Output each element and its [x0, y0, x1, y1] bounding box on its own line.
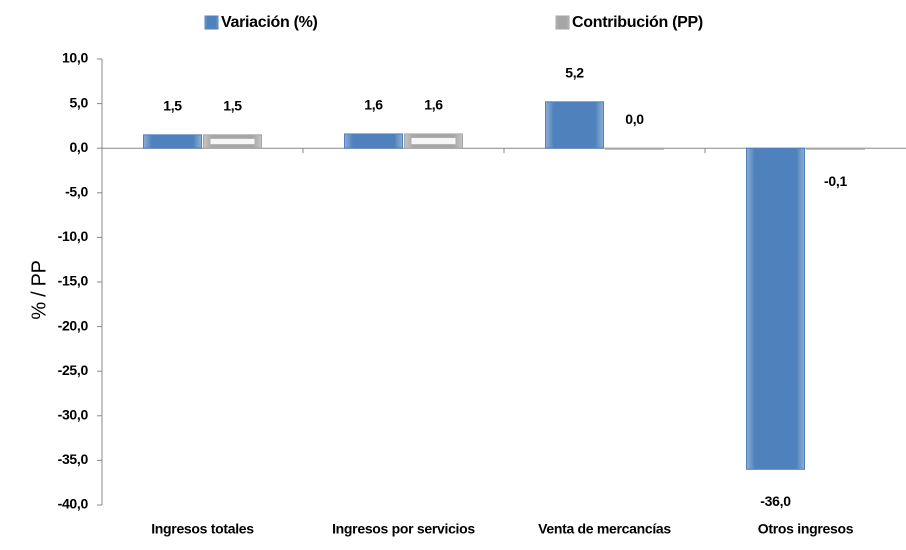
- x-tick-label: Ingresos por servicios: [332, 521, 475, 537]
- y-tick-label: -10,0: [58, 228, 89, 244]
- value-label: -0,1: [824, 173, 847, 189]
- legend-label: Contribución (PP): [572, 14, 703, 31]
- y-tick-label: 0,0: [69, 139, 88, 155]
- bar-bevel: [411, 137, 456, 145]
- bar: [605, 147, 664, 150]
- value-label: -36,0: [760, 493, 791, 509]
- legend-label: Variación (%): [221, 14, 318, 31]
- legend-swatch: [555, 15, 570, 30]
- y-tick-label: -25,0: [58, 362, 89, 378]
- x-tick-label: Otros ingresos: [758, 521, 854, 537]
- y-tick-label: 10,0: [62, 50, 89, 66]
- bar-bevel: [753, 152, 798, 466]
- y-tick-label: -15,0: [58, 273, 89, 289]
- value-label: 1,5: [223, 98, 242, 114]
- value-label: 1,5: [163, 98, 182, 114]
- y-tick-label: -35,0: [58, 451, 89, 467]
- y-tick-label: 5,0: [69, 94, 88, 110]
- value-label: 0,0: [625, 111, 644, 127]
- value-label: 1,6: [364, 97, 383, 113]
- y-tick-label: -40,0: [58, 496, 89, 512]
- x-tick-label: Ingresos totales: [151, 521, 254, 537]
- bar-bevel: [150, 138, 195, 145]
- bar-bevel: [552, 105, 597, 145]
- value-label: 5,2: [565, 65, 584, 81]
- y-tick-label: -5,0: [65, 184, 88, 200]
- y-tick-label: -30,0: [58, 407, 89, 423]
- y-tick-label: -20,0: [58, 317, 89, 333]
- bar: [806, 147, 865, 150]
- value-label: 1,6: [424, 97, 443, 113]
- x-tick-label: Venta de mercancías: [538, 521, 671, 537]
- bar-bevel: [210, 138, 255, 145]
- bar-bevel: [351, 137, 396, 145]
- y-axis-title: % / PP: [28, 260, 50, 319]
- legend-swatch: [204, 15, 219, 30]
